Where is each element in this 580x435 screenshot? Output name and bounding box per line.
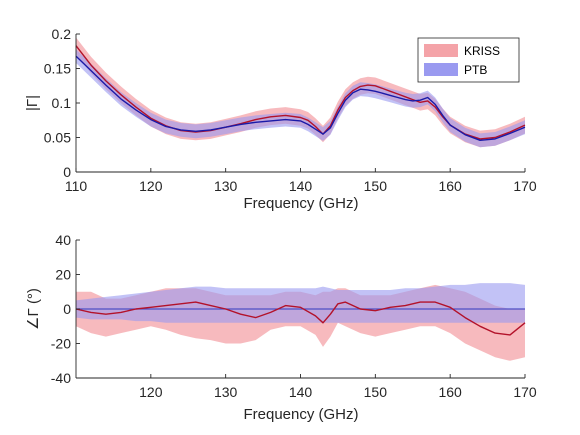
legend-label-kriss: KRISS bbox=[464, 44, 500, 58]
magnitude-lines bbox=[75, 45, 526, 142]
magnitude-x-tick-label: 170 bbox=[513, 178, 537, 194]
magnitude-band-ptb bbox=[76, 49, 525, 148]
legend: KRISS PTB bbox=[417, 37, 520, 83]
legend-label-ptb: PTB bbox=[464, 63, 487, 77]
magnitude-x-tick-label: 160 bbox=[438, 178, 462, 194]
magnitude-x-tick-label: 140 bbox=[289, 178, 313, 194]
phase-bands bbox=[76, 283, 525, 361]
magnitude-y-tick-label: 0.05 bbox=[44, 130, 71, 146]
magnitude-x-tick-label: 110 bbox=[65, 178, 88, 194]
phase-y-tick-label: 0 bbox=[63, 301, 71, 317]
magnitude-ticks: 110 120 130 140 150 160 170 0 0.05 0.1 0.15 0.2 bbox=[44, 26, 537, 194]
magnitude-line-ptb bbox=[75, 55, 526, 142]
phase-y-axis-label: ∠Γ (°) bbox=[25, 288, 42, 330]
phase-ticks: 120 130 140 150 160 170 -40 -20 0 20 40 bbox=[51, 232, 537, 400]
magnitude-y-axis-label: |Γ| bbox=[24, 95, 41, 111]
magnitude-bands bbox=[76, 37, 525, 148]
legend-swatch-kriss bbox=[424, 44, 458, 57]
phase-line-kriss bbox=[75, 301, 526, 336]
phase-y-tick-label: 40 bbox=[55, 232, 71, 248]
phase-x-tick-label: 150 bbox=[364, 384, 388, 400]
magnitude-y-tick-label: 0 bbox=[63, 164, 71, 180]
magnitude-x-axis-label: Frequency (GHz) bbox=[243, 195, 358, 212]
phase-x-tick-label: 130 bbox=[214, 384, 238, 400]
legend-swatch-ptb bbox=[424, 63, 458, 76]
phase-y-tick-label: 20 bbox=[55, 267, 71, 283]
phase-y-tick-label: -20 bbox=[51, 336, 71, 352]
magnitude-x-tick-label: 130 bbox=[214, 178, 238, 194]
phase-x-tick-label: 140 bbox=[289, 384, 313, 400]
magnitude-x-tick-label: 120 bbox=[139, 178, 163, 194]
magnitude-y-tick-label: 0.1 bbox=[52, 95, 72, 111]
phase-lines bbox=[75, 301, 526, 336]
magnitude-y-tick-label: 0.2 bbox=[52, 26, 72, 42]
magnitude-plot: 110 120 130 140 150 160 170 0 0.05 0.1 0.15 0.2 Fre… bbox=[24, 26, 537, 212]
phase-x-axis-label: Frequency (GHz) bbox=[243, 406, 358, 423]
magnitude-x-tick-label: 150 bbox=[364, 178, 388, 194]
phase-y-tick-label: -40 bbox=[51, 370, 71, 386]
phase-x-tick-label: 120 bbox=[139, 384, 163, 400]
phase-band-ptb bbox=[76, 283, 525, 323]
phase-plot: 120 130 140 150 160 170 -40 -20 0 20 40 Frequency … bbox=[25, 232, 537, 423]
phase-x-tick-label: 170 bbox=[513, 384, 537, 400]
magnitude-y-tick-label: 0.15 bbox=[44, 61, 71, 77]
phase-x-tick-label: 160 bbox=[438, 384, 462, 400]
